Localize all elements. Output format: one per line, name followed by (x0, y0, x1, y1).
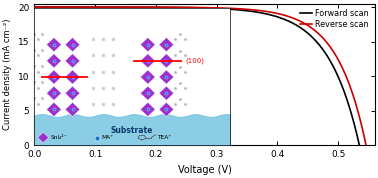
Reverse scan (190, 6, 194, 9)
Forward scan (186, 7, 191, 9)
Legend: Forward scan, Reverse scan: Forward scan, Reverse scan (298, 8, 370, 31)
Forward scan (357, 144, 362, 146)
Reverse scan (32, 6, 37, 8)
Line: Forward scan: Forward scan (34, 7, 359, 145)
Line: Reverse scan: Reverse scan (34, 7, 366, 145)
Forward scan (226, 8, 230, 10)
Forward scan (188, 7, 193, 9)
Forward scan (349, 113, 354, 115)
Reverse scan (364, 144, 368, 146)
Reverse scan (212, 7, 216, 9)
Reverse scan (356, 111, 360, 113)
Y-axis label: Current density (mA cm⁻²): Current density (mA cm⁻²) (3, 19, 12, 130)
Forward scan (208, 7, 212, 9)
X-axis label: Voltage (V): Voltage (V) (178, 164, 231, 174)
Reverse scan (229, 7, 234, 9)
Forward scan (32, 6, 37, 8)
Forward scan (299, 27, 303, 29)
Reverse scan (304, 23, 308, 25)
Reverse scan (192, 6, 196, 9)
